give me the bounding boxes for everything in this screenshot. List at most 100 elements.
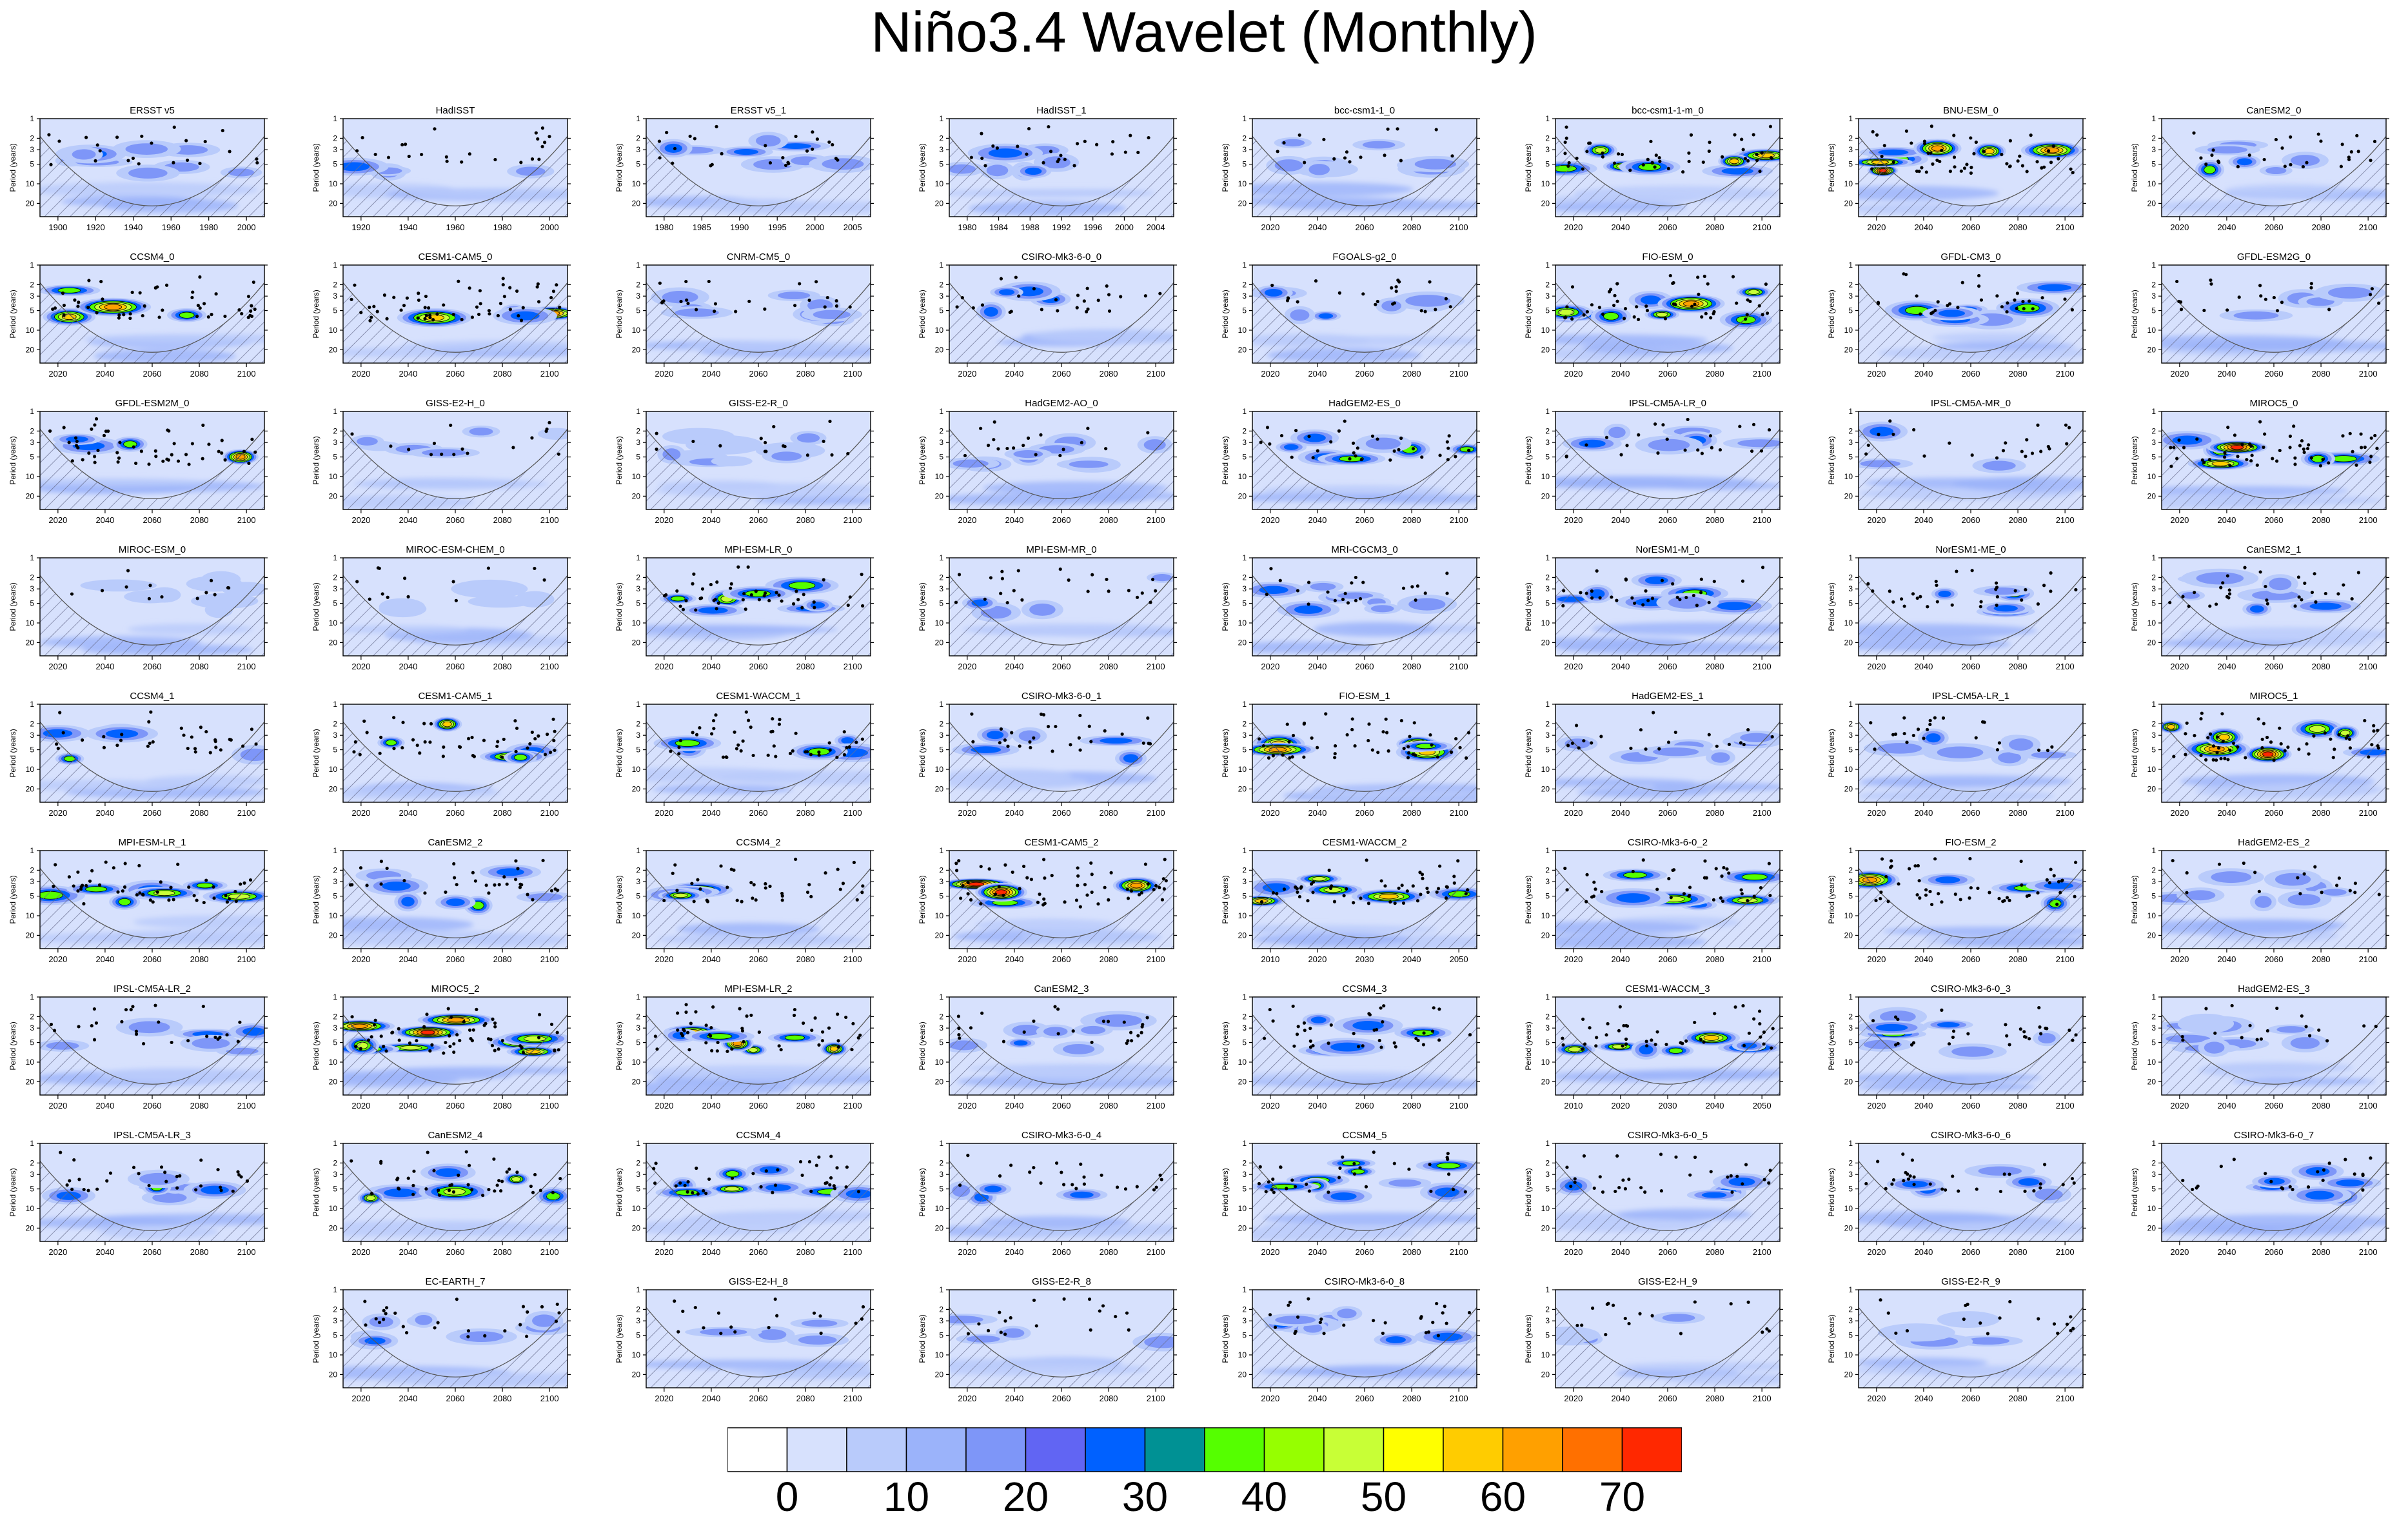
significance-dot <box>70 592 74 596</box>
significance-dot <box>1110 152 1114 156</box>
significance-dot <box>2069 167 2073 171</box>
y-tick-label: 2 <box>2151 426 2156 435</box>
significance-dot <box>791 602 796 606</box>
significance-dot <box>2065 442 2069 446</box>
significance-dot <box>365 883 369 887</box>
significance-dot <box>751 753 755 758</box>
y-tick-label: 3 <box>30 438 34 447</box>
significance-dot <box>255 161 259 165</box>
significance-dot <box>2169 446 2173 449</box>
y-tick-label: 2 <box>1242 865 1247 874</box>
panel-title: MPI-ESM-LR_1 <box>118 837 186 848</box>
y-tick-label: 10 <box>1541 472 1550 481</box>
significance-dot <box>855 898 859 902</box>
x-tick-label: 2020 <box>1564 954 1583 964</box>
significance-dot <box>860 573 864 577</box>
significance-dot <box>675 589 679 593</box>
significance-dot <box>1615 598 1619 602</box>
significance-dot <box>117 313 121 317</box>
significance-dot <box>2355 133 2359 137</box>
significance-dot <box>1423 310 1427 313</box>
significance-dot <box>392 747 396 751</box>
significance-dot <box>1425 886 1429 891</box>
significance-dot <box>1935 583 1939 587</box>
significance-dot <box>2050 745 2054 749</box>
significance-dot <box>1924 888 1928 892</box>
x-tick-label: 2080 <box>190 369 209 379</box>
significance-dot <box>1702 274 1706 279</box>
significance-dot <box>48 429 52 433</box>
significance-dot <box>1291 1004 1295 1008</box>
significance-dot <box>223 314 227 319</box>
significance-dot <box>2372 729 2376 733</box>
power-blob <box>1594 147 1606 153</box>
x-tick-label: 2060 <box>1962 515 1980 525</box>
y-axis-label: Period (years) <box>311 875 321 923</box>
y-tick-label: 10 <box>632 472 641 481</box>
power-blob <box>1069 460 1109 468</box>
x-tick-label: 2080 <box>2009 808 2028 818</box>
significance-dot <box>1929 902 1934 907</box>
significance-dot <box>47 133 51 137</box>
significance-dot <box>673 863 677 867</box>
significance-dot <box>1143 294 1147 298</box>
x-tick-label: 2060 <box>749 1101 768 1110</box>
cone-of-influence <box>40 1014 264 1095</box>
cone-of-influence <box>40 429 264 509</box>
significance-dot <box>827 1026 831 1030</box>
significance-dot <box>468 286 471 290</box>
significance-dot <box>2192 131 2196 135</box>
significance-dot <box>2036 891 2040 895</box>
significance-dot <box>1047 124 1051 129</box>
x-tick-label: 2020 <box>655 662 673 671</box>
significance-dot <box>2074 587 2078 592</box>
significance-dot <box>70 459 74 463</box>
cone-of-influence <box>343 575 567 656</box>
significance-dot <box>1709 316 1713 320</box>
significance-dot <box>1712 898 1716 902</box>
power-blob <box>1310 1016 1327 1023</box>
x-tick-label: 2100 <box>844 954 862 964</box>
significance-dot <box>2336 592 2340 596</box>
significance-dot <box>971 740 975 744</box>
y-axis-label: Period (years) <box>8 729 17 777</box>
significance-dot <box>1764 282 1768 286</box>
x-tick-label: 2060 <box>1052 954 1071 964</box>
significance-dot <box>1400 883 1404 887</box>
significance-dot <box>1590 741 1594 745</box>
significance-dot <box>768 884 772 888</box>
significance-dot <box>1675 595 1679 599</box>
x-tick-label: 2020 <box>48 1101 67 1110</box>
significance-dot <box>1327 868 1331 873</box>
significance-dot <box>2275 459 2279 463</box>
cone-of-influence <box>2162 722 2386 802</box>
cone-of-influence <box>2162 282 2386 363</box>
coi-curve <box>343 867 567 938</box>
y-tick-label: 5 <box>1545 599 1550 608</box>
significance-dot <box>860 737 864 741</box>
x-tick-label: 2040 <box>95 954 114 964</box>
significance-dot <box>1616 152 1621 156</box>
significance-dot <box>138 291 142 295</box>
significance-dot <box>2302 450 2306 454</box>
x-tick-label: 2020 <box>1564 222 1583 232</box>
significance-dot <box>488 312 491 316</box>
significance-dot <box>1592 894 1596 898</box>
significance-dot <box>2286 745 2290 749</box>
significance-dot <box>1028 740 1032 744</box>
significance-dot <box>90 427 94 431</box>
significance-dot <box>1870 167 1874 171</box>
cone-of-influence <box>949 1014 1174 1095</box>
cone-of-influence <box>949 722 1174 802</box>
significance-dot <box>963 453 967 458</box>
x-tick-label: 2040 <box>1914 222 1933 232</box>
significance-dot <box>830 453 834 457</box>
significance-dot <box>1912 428 1916 432</box>
x-tick-label: 2100 <box>1450 222 1468 232</box>
significance-dot <box>1270 283 1274 288</box>
significance-dot <box>1897 882 1900 886</box>
wavelet-panel: BNU-ESM_0 1 2 3 5 10 20 Period (years) 2020 2040 2… <box>1820 99 2096 249</box>
